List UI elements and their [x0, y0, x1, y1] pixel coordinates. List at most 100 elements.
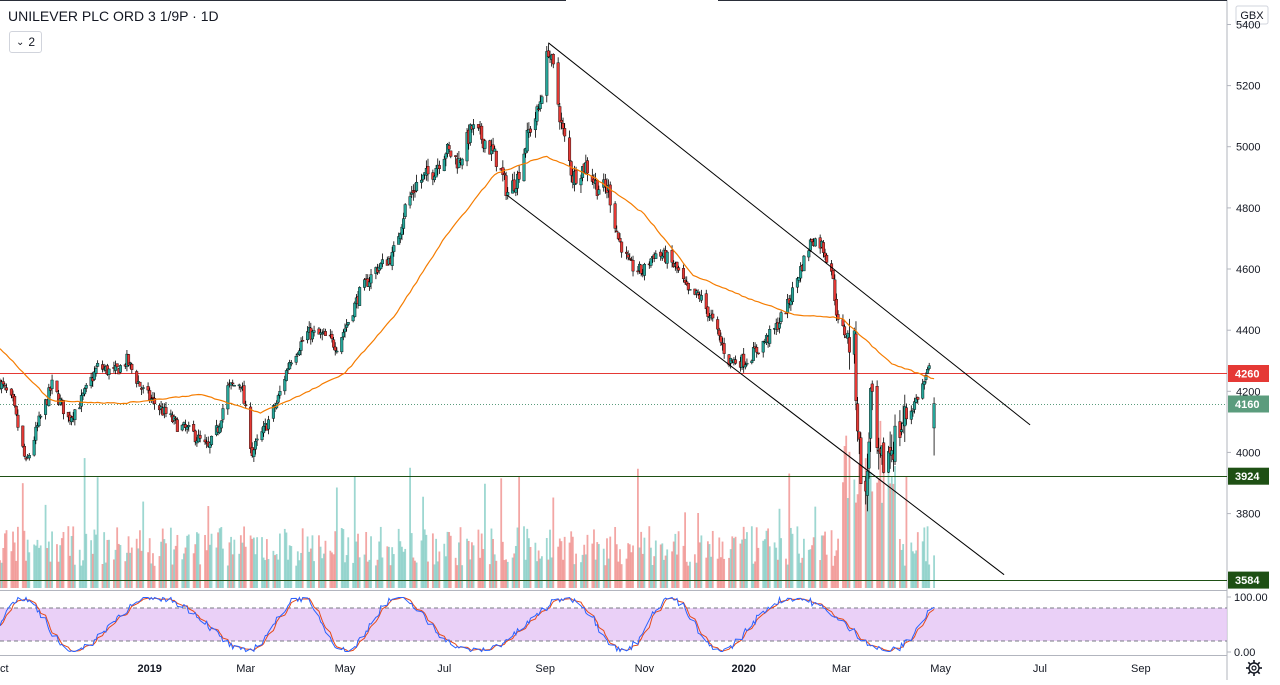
candle-body: [688, 289, 692, 291]
volume-bar: [524, 559, 527, 588]
moving-average-line: [0, 155, 935, 414]
volume-bar: [493, 554, 496, 588]
volume-bar: [523, 526, 525, 588]
volume-bar: [126, 552, 128, 588]
volume-bar: [664, 555, 667, 588]
volume-bar: [399, 541, 402, 588]
candle-body: [14, 406, 18, 415]
volume-bar: [842, 482, 844, 588]
oscillator-tick-label: 0.00: [1234, 647, 1255, 659]
candle-body: [911, 410, 915, 413]
volume-bar: [728, 557, 730, 588]
candle-body: [472, 124, 476, 129]
volume-bar: [130, 547, 133, 588]
candle-body: [262, 425, 266, 434]
volume-bar: [563, 536, 566, 588]
candle-body: [434, 168, 438, 178]
volume-bar: [799, 562, 802, 588]
candle-body: [323, 331, 327, 336]
volume-bar: [44, 504, 47, 588]
candle-body: [283, 379, 287, 392]
volume-bar: [140, 550, 143, 588]
volume-bar: [47, 541, 50, 588]
candle-body: [699, 295, 703, 301]
volume-bar: [218, 528, 221, 588]
candle-body: [717, 329, 721, 336]
candle-body: [777, 323, 781, 329]
volume-bar: [602, 548, 605, 588]
candle-body: [289, 362, 293, 365]
volume-bar: [101, 564, 104, 588]
candle-body: [494, 150, 498, 167]
volume-bar: [843, 446, 846, 588]
volume-bar: [12, 531, 14, 588]
volume-bar: [397, 528, 400, 588]
volume-bar: [391, 547, 394, 588]
time-tick-label: Mar: [236, 663, 255, 675]
volume-bar: [604, 565, 607, 588]
volume-bar: [716, 558, 719, 588]
candle-body: [675, 261, 679, 269]
volume-bar: [472, 545, 475, 588]
volume-bar: [410, 533, 413, 588]
candle-body: [426, 166, 430, 175]
time-tick-label: May: [930, 663, 951, 675]
candle-body: [502, 173, 506, 176]
volume-bar: [511, 557, 514, 588]
candle-body: [538, 101, 542, 109]
volume-bar: [536, 561, 538, 588]
candle-body: [78, 407, 82, 410]
volume-bar: [389, 565, 392, 588]
level-3584-tag-label: 3584: [1235, 575, 1260, 587]
volume-bar: [926, 526, 929, 588]
candle-body: [924, 375, 928, 380]
volume-bar: [197, 533, 200, 588]
candle-body: [579, 178, 583, 186]
volume-bar: [184, 547, 187, 588]
volume-bar: [741, 539, 743, 588]
volume-bar: [205, 550, 208, 588]
volume-bar: [902, 544, 905, 588]
candle-body: [559, 119, 563, 123]
candle-body: [659, 251, 663, 257]
interval-button[interactable]: ⌄ 2: [9, 31, 43, 53]
volume-bar: [534, 542, 537, 588]
volume-bar: [776, 559, 779, 588]
volume-bar: [381, 557, 384, 588]
volume-bar: [819, 560, 822, 588]
candle-body: [457, 158, 461, 168]
volume-bar: [91, 553, 94, 588]
volume-bar: [689, 561, 691, 588]
volume-bar: [597, 544, 600, 588]
candle-body: [743, 364, 747, 368]
volume-bar: [458, 542, 460, 588]
volume-bar: [848, 451, 851, 588]
candle-body: [187, 425, 191, 428]
volume-bar: [825, 554, 828, 588]
volume-bar: [482, 549, 485, 588]
gear-icon[interactable]: [1244, 658, 1264, 678]
volume-bar: [114, 549, 117, 588]
candle-body: [517, 172, 521, 180]
volume-bar: [619, 549, 621, 588]
volume-bar: [651, 565, 654, 588]
volume-bar: [630, 552, 633, 588]
volume-bar: [899, 538, 901, 588]
volume-bar: [129, 552, 132, 588]
volume-bar: [51, 531, 53, 588]
volume-bar: [192, 553, 195, 588]
volume-bar: [139, 530, 141, 588]
volume-bar: [775, 547, 778, 588]
volume-bar: [467, 540, 470, 588]
volume-bar: [239, 535, 242, 588]
volume-bar: [459, 527, 462, 588]
candle-body: [96, 362, 100, 367]
candle-body: [704, 293, 708, 310]
trend-line-upper: [548, 42, 1031, 426]
volume-bar: [241, 542, 244, 588]
volume-bar: [767, 528, 769, 588]
candle-body: [755, 346, 759, 353]
candle-body: [141, 387, 145, 389]
